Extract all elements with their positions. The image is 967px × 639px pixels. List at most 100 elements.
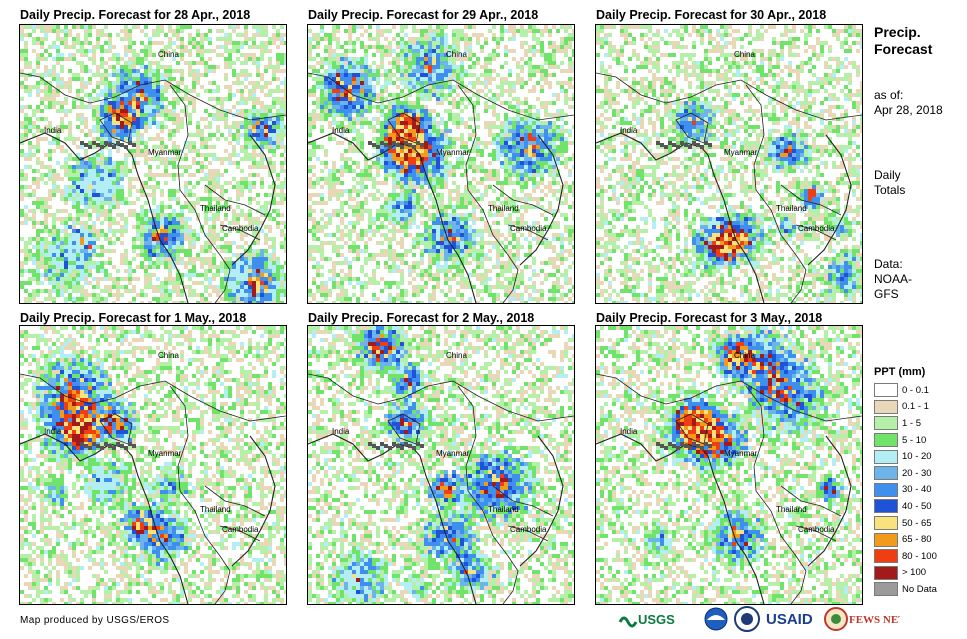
precip-map-svg: China India Myanmar Thailand Cambodia — [20, 25, 286, 303]
myanmar-label: Myanmar — [724, 449, 758, 458]
legend-title: PPT (mm) — [874, 366, 926, 378]
legend-label: 40 - 50 — [902, 500, 932, 512]
legend-swatch — [874, 549, 898, 564]
boundary-line — [308, 433, 477, 604]
legend-label: 0.1 - 1 — [902, 401, 929, 413]
state-department-seal — [734, 606, 760, 632]
boundary-line — [308, 373, 574, 422]
legend-label: 0 - 0.1 — [902, 384, 929, 396]
legend: 0 - 0.1 0.1 - 1 1 - 5 5 - 10 10 - 20 20 - 30 3… — [874, 382, 937, 598]
china-label: China — [158, 351, 179, 360]
boundary-line — [204, 485, 266, 517]
side-title: Precip. Forecast — [874, 24, 932, 58]
boundary-line — [675, 112, 709, 144]
legend-swatch — [874, 383, 898, 398]
legend-swatch — [874, 449, 898, 464]
legend-label: 80 - 100 — [902, 550, 937, 562]
boundary-line — [795, 525, 837, 542]
india-label: India — [332, 126, 350, 135]
legend-item: 1 - 5 — [874, 415, 937, 432]
as-of-label: as of: — [874, 88, 904, 102]
cambodia-label: Cambodia — [510, 224, 547, 233]
boundary-line — [519, 134, 564, 266]
usaid-logo-text: USAID — [766, 611, 813, 628]
legend-item: 0 - 0.1 — [874, 382, 937, 399]
panel-title-6: Daily Precip. Forecast for 3 May., 2018 — [596, 311, 823, 325]
agency-logos: USGS USAID FEWS NET — [618, 606, 900, 632]
boundary-line — [387, 413, 421, 445]
usaid-logo: USAID — [766, 611, 813, 628]
thailand-label: Thailand — [776, 204, 807, 213]
thailand-label: Thailand — [776, 505, 807, 514]
legend-item: 0.1 - 1 — [874, 399, 937, 416]
legend-item: > 100 — [874, 565, 937, 582]
legend-item: 10 - 20 — [874, 448, 937, 465]
totals-label: Totals — [874, 183, 906, 197]
precip-raster — [308, 25, 574, 303]
boundary-line — [20, 72, 286, 121]
boundary-line — [169, 84, 231, 303]
boundary-line — [231, 435, 276, 567]
map-credit: Map produced by USGS/EROS — [20, 615, 170, 626]
map-panel-3: China India Myanmar Thailand Cambodia — [595, 24, 863, 304]
india-label: India — [620, 427, 638, 436]
china-label: China — [446, 351, 467, 360]
china-label: China — [734, 351, 755, 360]
legend-item: 50 - 65 — [874, 515, 937, 532]
legend-swatch — [874, 466, 898, 481]
cambodia-label: Cambodia — [798, 525, 835, 534]
boundary-line — [231, 134, 276, 266]
china-label: China — [158, 50, 179, 59]
india-label: India — [44, 126, 62, 135]
boundary-line — [807, 435, 852, 567]
boundary-line — [507, 224, 549, 241]
noaa-logo — [704, 607, 728, 631]
data-source-block: Data: NOAA- GFS — [874, 257, 912, 302]
boundary-line — [169, 385, 231, 604]
cambodia-label: Cambodia — [222, 224, 259, 233]
side-title-line1: Precip. — [874, 24, 921, 40]
precip-map-svg: China India Myanmar Thailand Cambodia — [308, 25, 574, 303]
fews-net-logo-text: FEWS NET — [849, 614, 900, 626]
side-title-line2: Forecast — [874, 41, 933, 57]
precip-map-svg: China India Myanmar Thailand Cambodia — [596, 25, 862, 303]
fews-net-logo: FEWS NET — [824, 607, 900, 631]
india-label: India — [44, 427, 62, 436]
boundary-line — [596, 72, 862, 121]
legend-label: 20 - 30 — [902, 467, 932, 479]
as-of-date: Apr 28, 2018 — [874, 103, 943, 117]
map-panel-6: China India Myanmar Thailand Cambodia — [595, 325, 863, 605]
data-source-line1: NOAA- — [874, 272, 913, 286]
map-panel-5: China India Myanmar Thailand Cambodia — [307, 325, 575, 605]
legend-label: 1 - 5 — [902, 417, 922, 429]
cambodia-label: Cambodia — [222, 525, 259, 534]
boundary-line — [457, 385, 519, 604]
thailand-label: Thailand — [488, 204, 519, 213]
boundary-line — [780, 184, 842, 216]
legend-item: 30 - 40 — [874, 482, 937, 499]
legend-swatch — [874, 482, 898, 497]
boundary-line — [219, 224, 261, 241]
boundary-line — [596, 373, 862, 422]
myanmar-label: Myanmar — [436, 148, 470, 157]
legend-item: No Data — [874, 581, 937, 598]
legend-item: 65 - 80 — [874, 531, 937, 548]
boundary-line — [807, 134, 852, 266]
daily-totals-block: Daily Totals — [874, 168, 905, 198]
panel-title-2: Daily Precip. Forecast for 29 Apr., 2018 — [308, 8, 539, 22]
boundary-line — [780, 485, 842, 517]
legend-swatch — [874, 399, 898, 414]
boundary-line — [20, 433, 189, 604]
map-panel-1: China India Myanmar Thailand Cambodia — [19, 24, 287, 304]
precip-raster — [20, 326, 286, 604]
legend-swatch — [874, 532, 898, 547]
legend-swatch — [874, 499, 898, 514]
legend-swatch — [874, 416, 898, 431]
boundary-line — [387, 112, 421, 144]
legend-swatch — [874, 516, 898, 531]
legend-item: 80 - 100 — [874, 548, 937, 565]
myanmar-label: Myanmar — [724, 148, 758, 157]
boundary-line — [745, 385, 807, 604]
boundary-line — [99, 413, 133, 445]
boundary-line — [457, 84, 519, 303]
